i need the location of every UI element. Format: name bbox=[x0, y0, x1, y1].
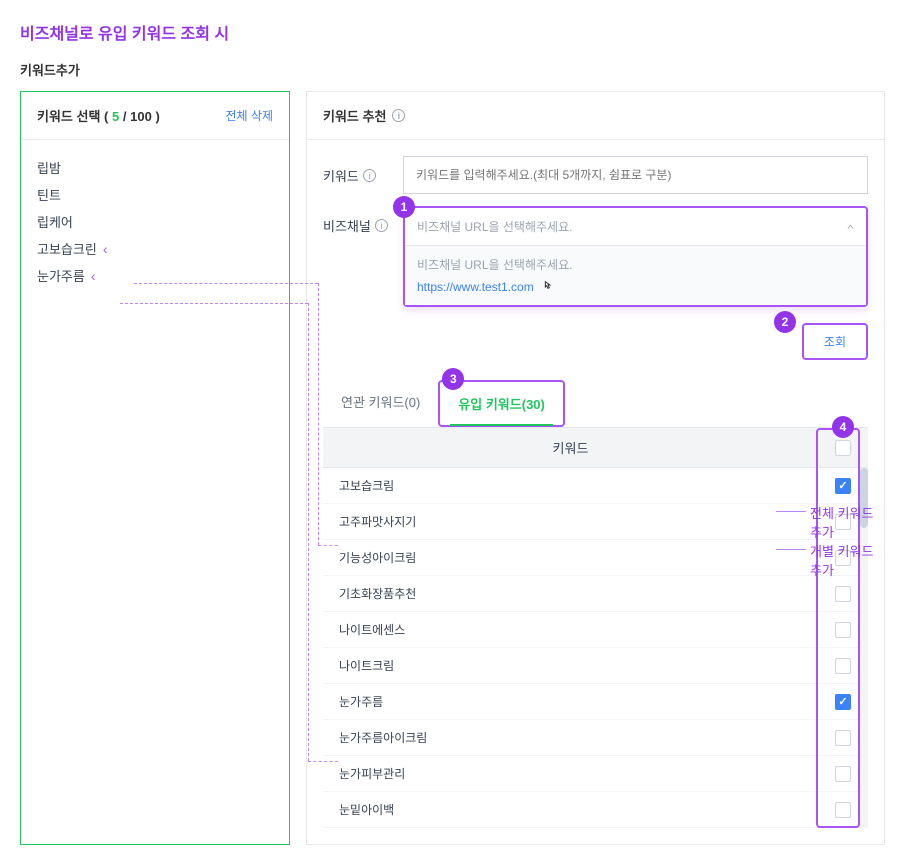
row-checkbox[interactable] bbox=[835, 802, 851, 818]
close-paren: ) bbox=[155, 109, 159, 124]
bizchannel-url-text: https://www.test1.com bbox=[417, 280, 534, 294]
row-keyword-label: 눈가주름아이크림 bbox=[323, 729, 818, 746]
recommend-panel: 키워드 추천 i 키워드 i 비즈채널 i 1 bbox=[306, 91, 885, 845]
callout-marker-2: 2 bbox=[774, 311, 796, 333]
form-body: 키워드 i 비즈채널 i 1 비즈채널 URL을 선택해주세요. bbox=[307, 140, 884, 844]
count-current: 5 bbox=[112, 109, 119, 124]
sub-title: 키워드추가 bbox=[20, 60, 885, 79]
annotation-single-add: 개별 키워드 추가 bbox=[810, 541, 885, 579]
tab-related-count: (0) bbox=[404, 395, 420, 410]
table-row: 나이트크림 bbox=[323, 648, 868, 684]
recommend-header: 키워드 추천 i bbox=[307, 92, 884, 140]
table-row: 기초화장품추천 bbox=[323, 576, 868, 612]
info-icon[interactable]: i bbox=[363, 169, 376, 182]
lookup-row: 2 조회 bbox=[323, 323, 868, 360]
keyword-field-row: 키워드 i bbox=[323, 156, 868, 194]
tab-inflow-label: 유입 키워드 bbox=[458, 397, 521, 412]
row-checkbox[interactable] bbox=[835, 586, 851, 602]
count-sep: / bbox=[123, 109, 127, 124]
main-layout: 키워드 선택 ( 5 / 100 ) 전체 삭제 립밤 틴트 립케어 고보습크린… bbox=[20, 91, 885, 845]
table-body: 고보습크림고주파맛사지기기능성아이크림기초화장품추천나이트에센스나이트크림눈가주… bbox=[323, 468, 868, 828]
marker4-wrap: 4 bbox=[832, 416, 854, 438]
selected-keyword-list: 립밤 틴트 립케어 고보습크린 눈가주름 bbox=[21, 140, 289, 303]
bizchannel-url-option[interactable]: https://www.test1.com bbox=[417, 279, 854, 295]
bizchannel-dropdown-label: 비즈채널 URL을 선택해주세요. bbox=[417, 256, 854, 273]
lookup-button[interactable]: 조회 bbox=[802, 323, 868, 360]
chevron-up-icon: ˄ bbox=[847, 222, 854, 230]
row-keyword-label: 나이트크림 bbox=[323, 657, 818, 674]
info-icon[interactable]: i bbox=[375, 219, 388, 232]
row-keyword-label: 기능성아이크림 bbox=[323, 549, 818, 566]
keyword-input[interactable] bbox=[403, 156, 868, 194]
tab-related-keywords[interactable]: 연관 키워드(0) bbox=[323, 380, 438, 427]
page-title: 비즈채널로 유입 키워드 조회 시 bbox=[20, 20, 885, 44]
row-checkbox[interactable] bbox=[835, 766, 851, 782]
bizchannel-field-row: 비즈채널 i 1 비즈채널 URL을 선택해주세요. ˄ 비즈채널 URL을 선… bbox=[323, 206, 868, 307]
row-keyword-label: 눈가피부관리 bbox=[323, 765, 818, 782]
bizchannel-placeholder: 비즈채널 URL을 선택해주세요. bbox=[417, 218, 572, 235]
keyword-item[interactable]: 립케어 bbox=[37, 208, 273, 235]
row-checkbox[interactable] bbox=[835, 622, 851, 638]
row-checkbox[interactable] bbox=[835, 478, 851, 494]
keyword-table: 4 키워드 고보습크림고주파맛사지기기능성아이크림기초화장품추천나이트에센스나이… bbox=[323, 428, 868, 828]
tab-underline bbox=[450, 424, 553, 426]
tab-related-label: 연관 키워드 bbox=[341, 395, 404, 410]
bizchannel-label-text: 비즈채널 bbox=[323, 216, 371, 235]
keyword-item[interactable]: 눈가주름 bbox=[37, 262, 273, 289]
delete-all-button[interactable]: 전체 삭제 bbox=[226, 107, 274, 124]
open-paren: ( bbox=[104, 109, 108, 124]
row-keyword-label: 나이트에센스 bbox=[323, 621, 818, 638]
bizchannel-select-header[interactable]: 비즈채널 URL을 선택해주세요. ˄ bbox=[405, 208, 866, 246]
table-row: 기능성아이크림 bbox=[323, 540, 868, 576]
table-row: 고주파맛사지기 bbox=[323, 504, 868, 540]
row-keyword-label: 눈밑아이백 bbox=[323, 801, 818, 818]
table-row: 눈밑아이백 bbox=[323, 792, 868, 828]
table-header-keyword: 키워드 bbox=[323, 438, 818, 457]
annotation-all-add: 전체 키워드 추가 bbox=[810, 503, 885, 541]
row-keyword-label: 기초화장품추천 bbox=[323, 585, 818, 602]
tab-inflow-count: (30) bbox=[522, 397, 545, 412]
select-all-cell bbox=[818, 440, 868, 456]
bizchannel-dropdown: 비즈채널 URL을 선택해주세요. https://www.test1.com bbox=[405, 246, 866, 305]
selected-keywords-title: 키워드 선택 ( 5 / 100 ) bbox=[37, 106, 160, 125]
tabs: 연관 키워드(0) 3 유입 키워드(30) bbox=[323, 380, 868, 428]
cursor-pointer-icon bbox=[540, 279, 556, 295]
count-max: 100 bbox=[130, 109, 152, 124]
bizchannel-control: 1 비즈채널 URL을 선택해주세요. ˄ 비즈채널 URL을 선택해주세요. … bbox=[403, 206, 868, 307]
info-icon[interactable]: i bbox=[392, 109, 405, 122]
keyword-label-text: 키워드 bbox=[323, 166, 359, 185]
keyword-label: 키워드 i bbox=[323, 156, 403, 185]
callout-marker-4: 4 bbox=[832, 416, 854, 438]
row-keyword-label: 눈가주름 bbox=[323, 693, 818, 710]
bizchannel-label: 비즈채널 i bbox=[323, 206, 403, 235]
recommend-title: 키워드 추천 bbox=[323, 106, 386, 125]
table-row: 눈가주름 bbox=[323, 684, 868, 720]
table-row: 고보습크림 bbox=[323, 468, 868, 504]
keyword-item[interactable]: 립밤 bbox=[37, 154, 273, 181]
table-header-row: 키워드 bbox=[323, 428, 868, 468]
table-row: 눈가피부관리 bbox=[323, 756, 868, 792]
callout-marker-1: 1 bbox=[393, 196, 415, 218]
table-row: 나이트에센스 bbox=[323, 612, 868, 648]
keyword-item[interactable]: 고보습크린 bbox=[37, 235, 273, 262]
bizchannel-select: 1 비즈채널 URL을 선택해주세요. ˄ 비즈채널 URL을 선택해주세요. … bbox=[403, 206, 868, 307]
row-checkbox[interactable] bbox=[835, 730, 851, 746]
keyword-item[interactable]: 틴트 bbox=[37, 181, 273, 208]
selected-keywords-header: 키워드 선택 ( 5 / 100 ) 전체 삭제 bbox=[21, 92, 289, 140]
row-checkbox[interactable] bbox=[835, 658, 851, 674]
keyword-input-wrap bbox=[403, 156, 868, 194]
selected-keywords-panel: 키워드 선택 ( 5 / 100 ) 전체 삭제 립밤 틴트 립케어 고보습크린… bbox=[20, 91, 290, 845]
tab-inflow-wrap: 3 유입 키워드(30) bbox=[438, 380, 565, 427]
row-keyword-label: 고주파맛사지기 bbox=[323, 513, 818, 530]
header-label: 키워드 선택 bbox=[37, 109, 100, 124]
row-checkbox[interactable] bbox=[835, 694, 851, 710]
row-keyword-label: 고보습크림 bbox=[323, 477, 818, 494]
select-all-checkbox[interactable] bbox=[835, 440, 851, 456]
table-row: 눈가주름아이크림 bbox=[323, 720, 868, 756]
